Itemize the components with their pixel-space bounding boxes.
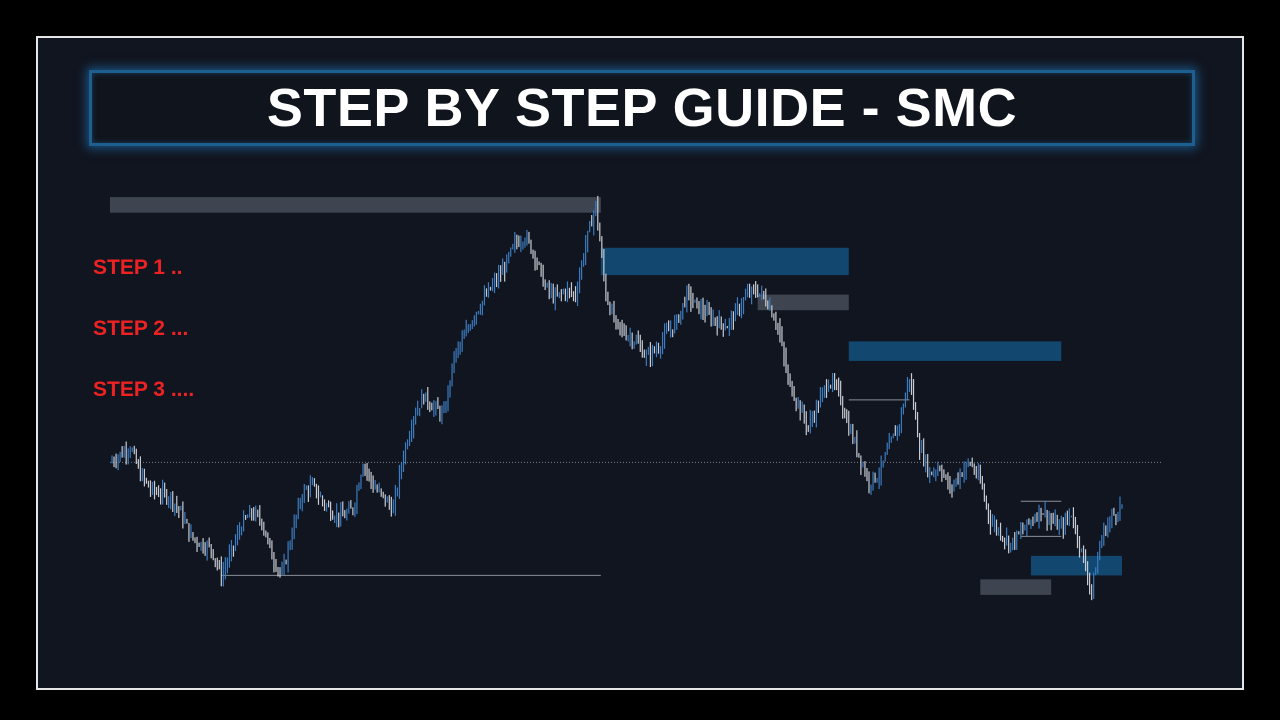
page-title: STEP BY STEP GUIDE - SMC (266, 78, 1018, 138)
grey-zone-5 (980, 579, 1052, 595)
supply-zone-4 (1030, 555, 1122, 576)
step-3-label: STEP 3 .... (93, 378, 195, 401)
title-box: STEP BY STEP GUIDE - SMC (89, 70, 1195, 146)
levels-layer (110, 399, 1163, 576)
candles-layer (111, 195, 1123, 601)
step-2-label: STEP 2 ... (93, 317, 189, 340)
grey-zone-2 (757, 294, 849, 311)
zones-layer (110, 197, 1122, 595)
supply-zone-1 (600, 247, 849, 276)
grey-zone-0 (110, 197, 601, 213)
supply-zone-3 (848, 341, 1062, 361)
step-1-label: STEP 1 .. (93, 256, 183, 279)
